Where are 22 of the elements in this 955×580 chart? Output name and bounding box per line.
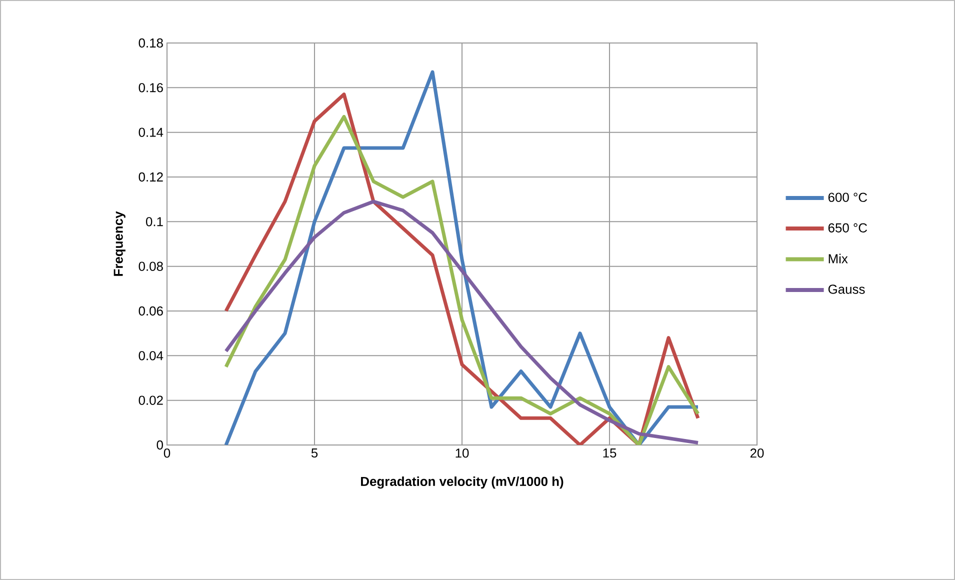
y-tick-label: 0.16 (138, 83, 163, 92)
legend-label: 650 °C (828, 223, 868, 232)
x-tick-label: 0 (164, 448, 170, 458)
y-tick-label: 0.14 (138, 128, 164, 137)
y-tick-label: 0.18 (138, 38, 163, 48)
x-axis-title: Degradation velocity (mV/1000 h) (361, 476, 564, 489)
y-tick-label: 0 (156, 440, 163, 450)
legend-label: 600 °C (828, 192, 868, 202)
line-series (224, 200, 700, 444)
x-tick-label: 5 (311, 448, 318, 458)
x-tick-label: 10 (456, 448, 469, 458)
y-axis-title: Frequency (114, 211, 126, 276)
legend-label: Mix (828, 254, 848, 264)
legend-label: Gauss (828, 284, 865, 294)
y-tick-label: 0.12 (138, 172, 163, 182)
y-tick-label: 0.04 (138, 351, 164, 360)
y-tick-label: 0.06 (138, 306, 163, 316)
x-tick-label: 15 (603, 448, 616, 458)
y-tick-label: 0.08 (138, 262, 163, 271)
x-tick-label: 20 (750, 448, 764, 458)
y-tick-label: 0.1 (146, 217, 163, 226)
y-tick-label: 0.02 (138, 396, 163, 405)
